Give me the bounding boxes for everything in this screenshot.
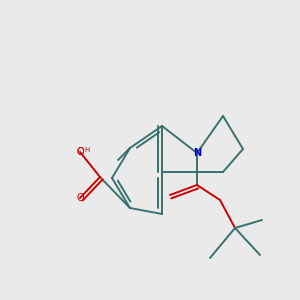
Text: O: O [76, 193, 84, 203]
Text: H: H [84, 147, 89, 153]
Text: O: O [76, 147, 84, 157]
Text: N: N [193, 148, 201, 158]
Text: O: O [76, 147, 84, 157]
